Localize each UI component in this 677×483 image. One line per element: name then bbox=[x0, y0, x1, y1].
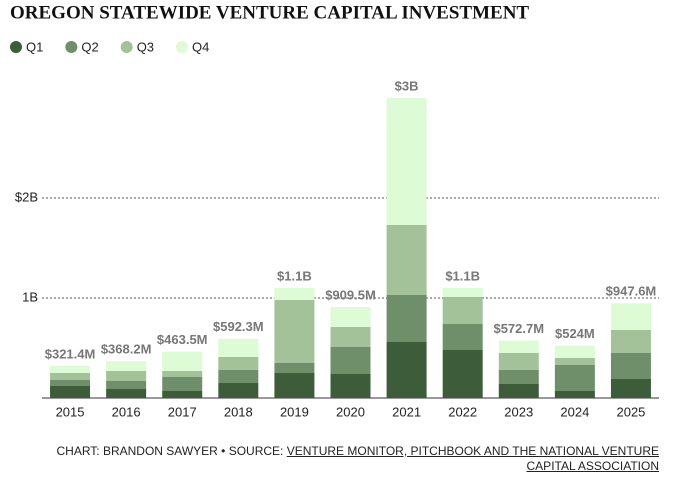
bar-segment bbox=[330, 307, 371, 327]
legend-label: Q4 bbox=[192, 39, 209, 54]
bar-segment bbox=[442, 324, 483, 350]
footer: CHART: BRANDON SAWYER • SOURCE: VENTURE … bbox=[18, 444, 659, 474]
bar-segment bbox=[50, 386, 91, 398]
total-label: $947.6M bbox=[606, 284, 657, 299]
bar-segment bbox=[554, 391, 595, 398]
source-link[interactable]: VENTURE MONITOR, PITCHBOOK AND THE NATIO… bbox=[286, 444, 659, 473]
bar-segment bbox=[50, 373, 91, 380]
bar-segment bbox=[610, 330, 651, 353]
chart-title: OREGON STATEWIDE VENTURE CAPITAL INVESTM… bbox=[10, 2, 529, 23]
bar-segment bbox=[106, 389, 147, 398]
bar-segment bbox=[50, 380, 91, 386]
x-tick-label: 2017 bbox=[168, 404, 197, 419]
total-label: $3B bbox=[395, 78, 419, 93]
bar-segment bbox=[330, 327, 371, 347]
bar-segment bbox=[330, 347, 371, 374]
total-label: $592.3M bbox=[213, 319, 264, 334]
bar-segment bbox=[218, 338, 259, 357]
x-tick-label: 2021 bbox=[392, 404, 421, 419]
total-label: $572.7M bbox=[493, 321, 544, 336]
bar-segment bbox=[386, 225, 427, 295]
total-label: $1.1B bbox=[277, 268, 312, 283]
legend-label: Q2 bbox=[81, 39, 98, 54]
bar-segment bbox=[106, 381, 147, 389]
bar-segment bbox=[106, 371, 147, 381]
bar-segment bbox=[274, 288, 315, 300]
y-tick-label: $2B bbox=[15, 189, 38, 204]
bar-segment bbox=[218, 370, 259, 383]
legend-swatch bbox=[65, 41, 78, 53]
x-tick-label: 2024 bbox=[560, 404, 589, 419]
bar-segment bbox=[498, 370, 539, 384]
bar-segment bbox=[274, 363, 315, 373]
bar-segment bbox=[498, 384, 539, 398]
bar-segment bbox=[162, 371, 203, 377]
total-label: $909.5M bbox=[325, 287, 376, 302]
bar-segment bbox=[610, 303, 651, 330]
bar-segment bbox=[50, 365, 91, 373]
bar-segment bbox=[498, 353, 539, 370]
total-label: $368.2M bbox=[101, 342, 152, 357]
legend-label: Q1 bbox=[26, 39, 43, 54]
bar-segment bbox=[554, 358, 595, 365]
x-tick-label: 2018 bbox=[224, 404, 253, 419]
x-tick-label: 2019 bbox=[280, 404, 309, 419]
bar-segment bbox=[274, 300, 315, 363]
x-tick-label: 2016 bbox=[112, 404, 141, 419]
x-tick-label: 2022 bbox=[448, 404, 477, 419]
credit: CHART: BRANDON SAWYER • SOURCE: bbox=[56, 444, 287, 458]
bar-segment bbox=[610, 353, 651, 379]
bar-segment bbox=[554, 345, 595, 358]
legend-swatch bbox=[176, 41, 189, 53]
bar-segment bbox=[218, 357, 259, 370]
bar-segment bbox=[162, 351, 203, 371]
legend-swatch bbox=[10, 41, 22, 53]
total-label: $524M bbox=[555, 326, 595, 341]
x-tick-label: 2015 bbox=[56, 404, 85, 419]
bar-segment bbox=[386, 295, 427, 342]
total-label: $1.1B bbox=[445, 268, 480, 283]
x-tick-label: 2023 bbox=[504, 404, 533, 419]
total-label: $463.5M bbox=[157, 332, 208, 347]
bar-segment bbox=[386, 98, 427, 225]
bar-segment bbox=[554, 365, 595, 391]
bar-segment bbox=[442, 288, 483, 297]
bar-segment bbox=[106, 361, 147, 371]
x-tick-label: 2025 bbox=[616, 404, 645, 419]
bar-segment bbox=[498, 340, 539, 353]
y-tick-label: 1B bbox=[22, 289, 38, 304]
bar-segment bbox=[162, 391, 203, 398]
x-tick-label: 2020 bbox=[336, 404, 365, 419]
bar-segment bbox=[330, 374, 371, 398]
chart: OREGON STATEWIDE VENTURE CAPITAL INVESTM… bbox=[10, 2, 659, 419]
bar-segment bbox=[386, 342, 427, 398]
bar-segment bbox=[218, 383, 259, 398]
bar-segment bbox=[442, 297, 483, 324]
bar-segment bbox=[610, 379, 651, 398]
legend-label: Q3 bbox=[137, 39, 154, 54]
bar-segment bbox=[442, 350, 483, 398]
bar-segment bbox=[162, 377, 203, 391]
total-label: $321.4M bbox=[45, 346, 96, 361]
bar-segment bbox=[274, 373, 315, 398]
legend-swatch bbox=[120, 41, 133, 53]
